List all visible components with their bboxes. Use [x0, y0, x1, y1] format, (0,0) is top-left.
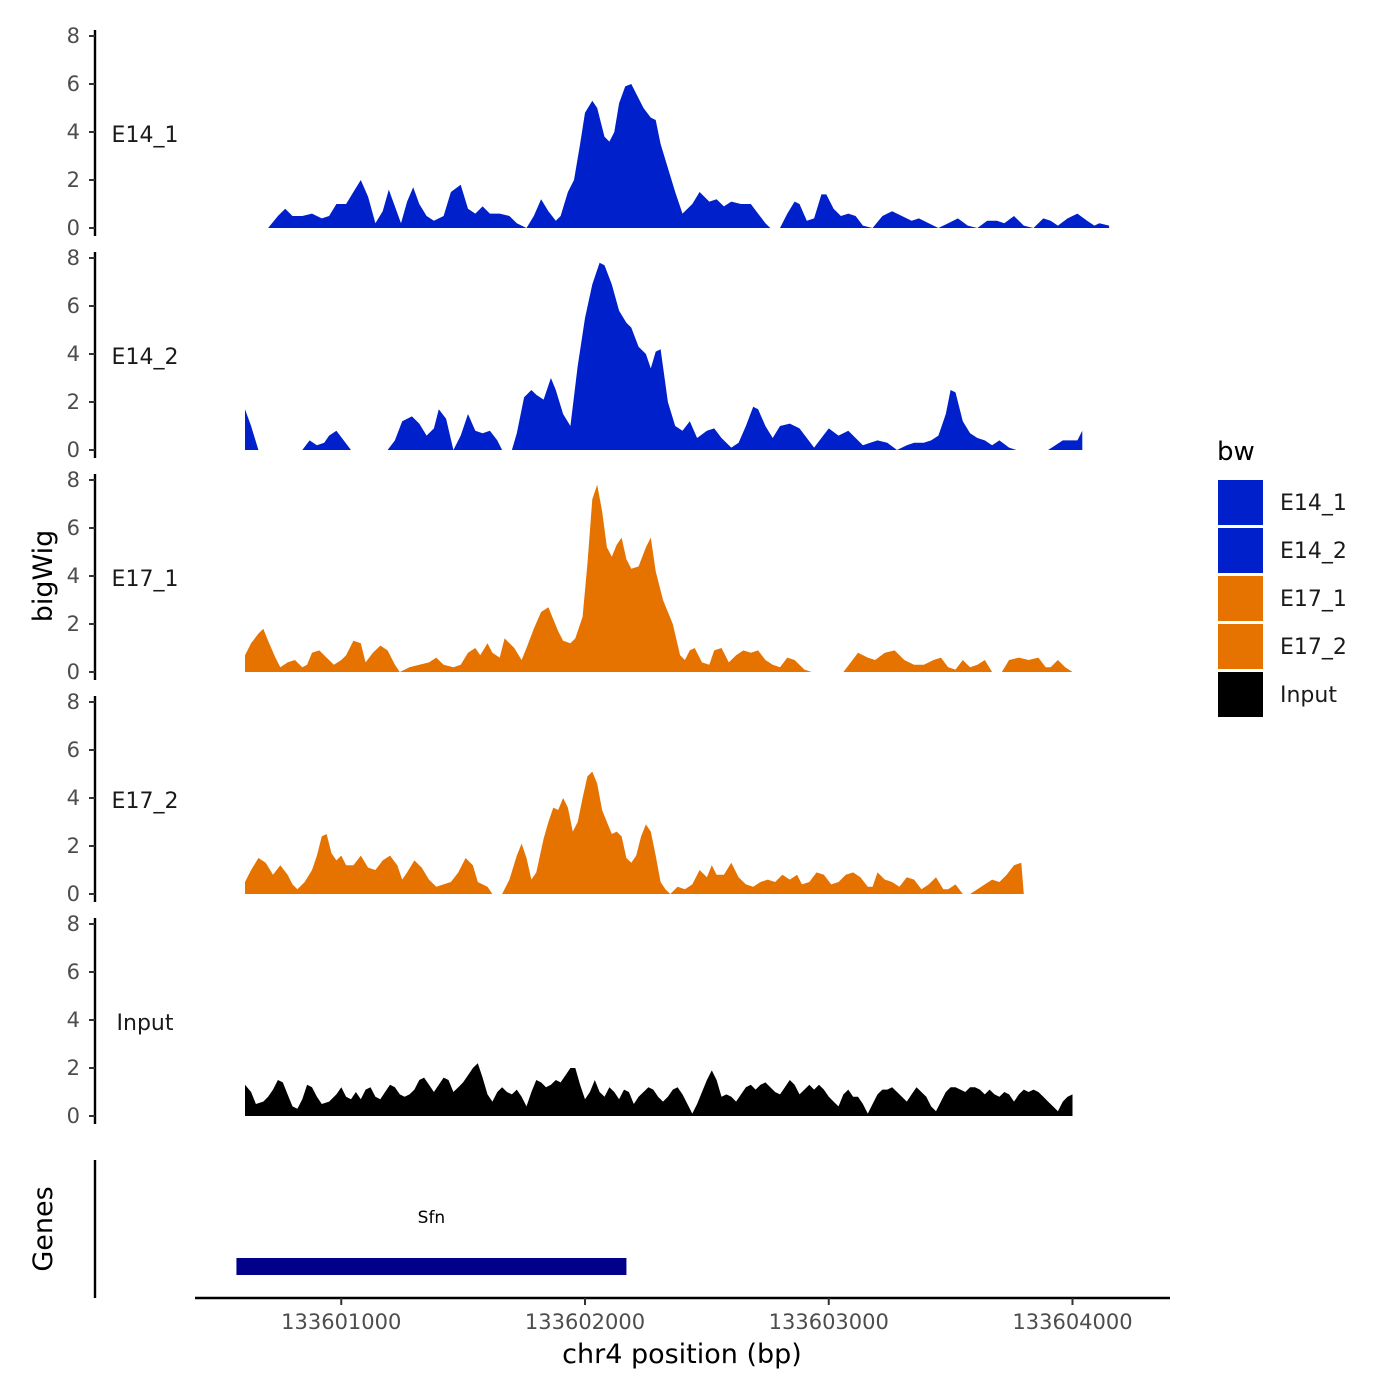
x-axis-title: chr4 position (bp)	[562, 1339, 802, 1370]
track-E17_2: 0 2 4 6 8 E17_2	[67, 690, 1024, 906]
legend-label-E14_1: E14_1	[1280, 491, 1347, 516]
y-tick-label-E17_1-8: 8	[67, 468, 80, 492]
x-tick-label-133603000: 133603000	[769, 1310, 889, 1334]
y-tick-label-E14_1-4: 4	[67, 120, 80, 144]
legend-label-Input: Input	[1280, 683, 1337, 708]
genes-layer: Sfn	[93, 1160, 627, 1298]
x-tick-label-133602000: 133602000	[525, 1310, 645, 1334]
y-tick-label-E17_1-0: 0	[67, 660, 80, 684]
tracks-layer: 0 2 4 6 8 E14_1 0 2 4 6 8 E14_2 0 2 4 6 8 E17_1 0 2 4 6 8 E17_2…	[67, 24, 1110, 1128]
coverage-area-E14_1	[268, 84, 1110, 228]
coverage-area-Input	[245, 1063, 1073, 1116]
legend-title: bw	[1217, 437, 1255, 467]
legend-key-E14_2	[1218, 528, 1263, 573]
x-tick-label-133601000: 133601000	[281, 1310, 401, 1334]
track-E14_1: 0 2 4 6 8 E14_1	[67, 24, 1110, 240]
y-tick-label-Input-8: 8	[67, 912, 80, 936]
y-tick-label-E14_1-6: 6	[67, 72, 80, 96]
y-tick-label-E17_1-4: 4	[67, 564, 80, 588]
y-tick-label-E14_2-2: 2	[67, 390, 80, 414]
track-E14_2: 0 2 4 6 8 E14_2	[67, 246, 1083, 462]
legend-key-E17_1	[1218, 576, 1263, 621]
y-tick-label-Input-4: 4	[67, 1008, 80, 1032]
y-tick-label-E17_2-2: 2	[67, 834, 80, 858]
y-tick-label-E17_2-0: 0	[67, 882, 80, 906]
track-label-E14_1: E14_1	[112, 123, 179, 148]
y-tick-label-Input-2: 2	[67, 1056, 80, 1080]
gene-body-Sfn	[236, 1258, 627, 1275]
y-tick-label-E17_2-6: 6	[67, 738, 80, 762]
y-tick-label-E17_2-4: 4	[67, 786, 80, 810]
y-axis-title: bigWig	[28, 530, 59, 623]
y-tick-label-E14_2-8: 8	[67, 246, 80, 270]
track-label-Input: Input	[117, 1011, 174, 1036]
track-label-E14_2: E14_2	[112, 345, 179, 370]
y-tick-label-E14_2-0: 0	[67, 438, 80, 462]
track-label-E17_2: E17_2	[112, 789, 179, 814]
x-axis: 133601000 133602000 133603000 133604000	[195, 1296, 1170, 1334]
legend-key-E17_2	[1218, 624, 1263, 669]
y-tick-label-Input-0: 0	[67, 1104, 80, 1128]
y-tick-label-E14_2-4: 4	[67, 342, 80, 366]
y-tick-label-E14_2-6: 6	[67, 294, 80, 318]
track-Input: 0 2 4 6 8 Input	[67, 912, 1073, 1128]
legend-label-E17_1: E17_1	[1280, 587, 1347, 612]
track-E17_1: 0 2 4 6 8 E17_1	[67, 468, 1073, 684]
y-tick-label-Input-6: 6	[67, 960, 80, 984]
legend-key-E14_1	[1218, 480, 1263, 525]
y-tick-label-E17_1-2: 2	[67, 612, 80, 636]
legend-label-E17_2: E17_2	[1280, 635, 1347, 660]
y-tick-label-E17_1-6: 6	[67, 516, 80, 540]
legend: bw E14_1 E14_2 E17_1 E17_2 Input	[1217, 437, 1347, 717]
y-tick-label-E14_1-0: 0	[67, 216, 80, 240]
coverage-area-E17_2	[245, 771, 1024, 894]
y-tick-label-E17_2-8: 8	[67, 690, 80, 714]
track-label-E17_1: E17_1	[112, 567, 179, 592]
coverage-area-E14_2	[245, 262, 1083, 450]
legend-key-Input	[1218, 672, 1263, 717]
legend-label-E14_2: E14_2	[1280, 539, 1347, 564]
coverage-area-E17_1	[245, 484, 1073, 672]
gene-label-Sfn: Sfn	[418, 1208, 446, 1228]
genes-track-title: Genes	[28, 1186, 59, 1271]
y-tick-label-E14_1-8: 8	[67, 24, 80, 48]
x-tick-label-133604000: 133604000	[1012, 1310, 1132, 1334]
y-tick-label-E14_1-2: 2	[67, 168, 80, 192]
